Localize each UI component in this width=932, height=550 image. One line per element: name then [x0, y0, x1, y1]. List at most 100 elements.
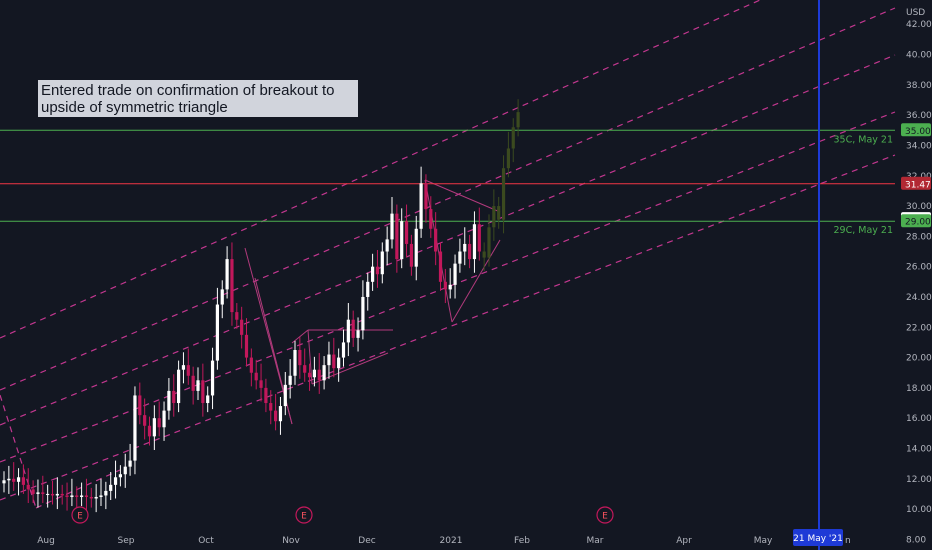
candle-body: [16, 477, 21, 482]
candle-body: [351, 319, 355, 338]
price-tick-label: 24.00: [906, 293, 932, 303]
price-tick-label: 10.00: [906, 505, 932, 515]
candle-body: [317, 369, 321, 381]
candle-body: [36, 492, 40, 494]
price-level-text: 35C, May 21: [833, 134, 893, 145]
price-tick-label: 22.00: [906, 323, 932, 333]
candle-body: [356, 330, 360, 338]
candle-body: [12, 478, 16, 482]
candle-body: [181, 365, 186, 370]
candle-body: [298, 350, 302, 366]
candle-body: [404, 221, 409, 244]
channel-line: [0, 394, 37, 509]
time-tick-label: Apr: [676, 536, 692, 546]
channel-line: [35, 469, 121, 509]
candle-body: [506, 148, 510, 169]
price-axis[interactable]: 42.00 40.00 38.00 36.00 34.00 32.00 30.00 28.00…: [896, 0, 932, 550]
candle-body: [254, 372, 258, 381]
price-tick-label: 42.00: [906, 20, 932, 30]
candle-body: [259, 380, 263, 388]
price-tick-label: 28.00: [906, 232, 932, 242]
candle-body: [443, 281, 447, 290]
candle-body: [409, 243, 413, 267]
price-tick-label: 36.00: [906, 111, 932, 121]
candle-body: [385, 239, 389, 252]
candle-body: [448, 284, 452, 290]
candle-body: [206, 395, 210, 404]
candle-body: [123, 466, 127, 475]
candle-body: [346, 319, 350, 343]
candle-body: [516, 112, 520, 128]
earnings-marker-label: E: [77, 512, 83, 522]
candle-body: [337, 357, 341, 369]
candle-body: [7, 478, 11, 481]
candle-body: [128, 460, 132, 467]
candle-body: [371, 266, 375, 282]
candle-body: [380, 251, 384, 275]
current-date-badge-text: 21 May '21: [793, 534, 843, 544]
candle-body: [472, 224, 477, 260]
candle-body: [341, 342, 346, 358]
candle-body: [390, 213, 394, 240]
candle-body: [438, 251, 443, 282]
time-tick-label: Aug: [37, 536, 55, 546]
candle-body: [167, 390, 171, 411]
candle-body: [55, 493, 59, 496]
time-axis[interactable]: Aug Sep Oct Nov Dec 2021 Feb Mar Apr May n21 May '…: [37, 529, 851, 546]
candle-body: [419, 183, 423, 229]
candle-body: [511, 127, 515, 149]
time-tick-label: Feb: [514, 536, 530, 546]
earnings-marker-label: E: [301, 512, 307, 522]
triangle-line: [291, 329, 309, 344]
price-tick-label: 40.00: [906, 51, 932, 61]
earnings-marker-icon: [596, 506, 614, 524]
price-tick-label: 32.00: [906, 172, 932, 182]
candle-body: [501, 168, 506, 220]
candle-body: [143, 415, 147, 426]
time-tick-label: 2021: [440, 536, 463, 546]
candle-body: [429, 209, 433, 229]
candle-body: [235, 312, 239, 320]
candle-body: [453, 263, 457, 285]
earnings-marker-icon: [71, 506, 89, 524]
candle-body: [201, 380, 205, 404]
channel-line: [0, 7, 896, 391]
candle-body: [482, 251, 486, 258]
price-tick-label: 30.00: [906, 202, 932, 212]
candle-body: [264, 387, 268, 404]
price-level-lines: 35C, May 21 29C, May 21: [0, 129, 895, 236]
candle-body: [46, 493, 50, 495]
price-level-badge-text: 31.47: [905, 180, 931, 190]
candle-body: [118, 474, 122, 478]
triangle-line: [307, 329, 313, 385]
candle-body: [375, 266, 380, 275]
candle-body: [172, 390, 176, 404]
triangle-line: [424, 179, 453, 323]
candle-body: [2, 480, 6, 484]
candle-body: [99, 495, 103, 497]
triangle-line: [424, 179, 501, 213]
candle-body: [492, 206, 496, 228]
candle-body: [244, 334, 249, 358]
price-level-badge: [901, 214, 931, 228]
candle-body: [312, 369, 316, 378]
candle-body: [225, 259, 229, 290]
price-tick-label: 12.00: [906, 475, 932, 485]
price-tick-label: 38.00: [906, 81, 932, 91]
price-tick-label: 34.00: [906, 141, 932, 151]
candle-body: [463, 243, 467, 252]
candle-body: [458, 251, 462, 264]
candle-body: [196, 380, 200, 391]
candle-body: [361, 296, 365, 331]
trade-annotation[interactable]: Entered trade on confirmation of breakou…: [38, 80, 358, 117]
candle-body: [65, 495, 69, 497]
price-level-badge-text: 35.00: [905, 127, 931, 137]
time-tick-label: Nov: [282, 536, 300, 546]
candle-body: [468, 243, 472, 260]
candle-body: [274, 410, 278, 422]
candle-body: [327, 354, 331, 366]
candle-body: [41, 492, 45, 494]
price-tick-label: 20.00: [906, 354, 932, 364]
